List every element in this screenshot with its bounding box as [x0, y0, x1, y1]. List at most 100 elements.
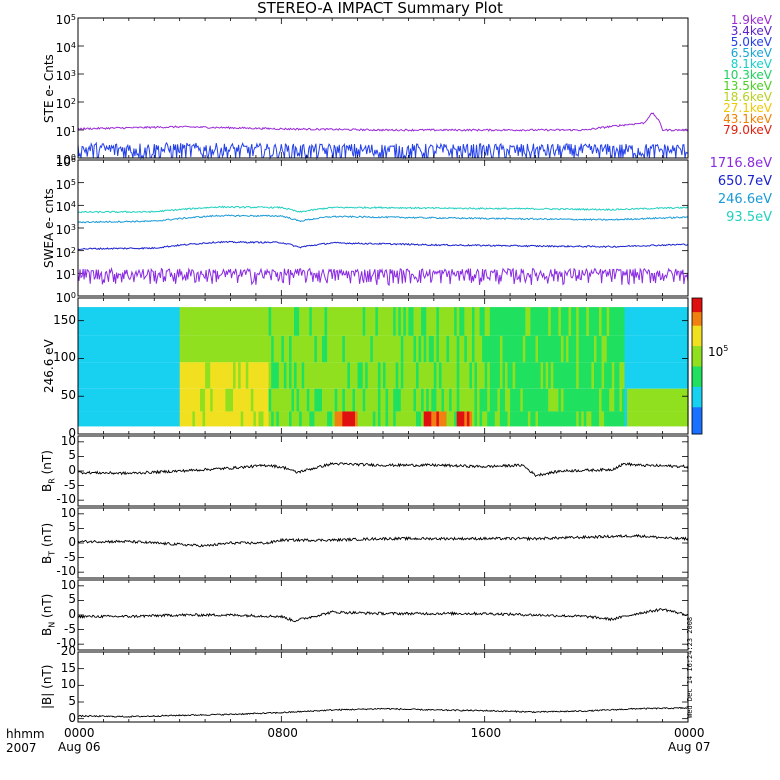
heatmap-cell — [502, 362, 506, 389]
heatmap-cell — [159, 335, 163, 363]
heatmap-cell — [431, 307, 435, 336]
br-ytick-label: -10 — [56, 492, 76, 507]
heatmap-cell — [355, 362, 359, 389]
heatmap-cell — [431, 362, 435, 389]
heatmap-cell — [372, 362, 376, 389]
heatmap-cell — [85, 307, 89, 336]
heatmap-cell — [334, 307, 338, 336]
heatmap-cell — [555, 411, 559, 427]
heatmap-cell — [220, 307, 224, 336]
heatmap-cell — [438, 388, 443, 412]
swea-ytick-label: 105 — [55, 177, 76, 192]
heatmap-cell — [517, 411, 521, 427]
swea-ytick-label: 106 — [55, 155, 76, 169]
heatmap-cell — [78, 362, 82, 389]
bn-trace — [77, 607, 689, 623]
heatmap-cell — [527, 388, 532, 412]
heatmap-cell — [154, 307, 158, 336]
heatmap-cell — [128, 335, 132, 363]
heatmap-cell — [283, 362, 288, 389]
pad-ytick-label: 100 — [53, 350, 76, 365]
heatmap-cell — [339, 335, 343, 363]
heatmap-cell — [522, 335, 526, 363]
heatmap-cell — [614, 411, 618, 427]
x-tick-label-time: 0000 — [64, 726, 95, 740]
heatmap-cell — [444, 307, 448, 336]
heatmap-cell — [400, 388, 404, 412]
heatmap-cell — [383, 362, 387, 389]
heatmap-cell — [352, 411, 356, 427]
heatmap-cell — [172, 362, 176, 389]
heatmap-cell — [591, 411, 595, 427]
br-ytick-label: -5 — [64, 477, 76, 492]
heatmap-cell — [583, 307, 587, 336]
heatmap-cell — [675, 362, 679, 389]
heatmap-cell — [240, 307, 244, 336]
heatmap-cell — [146, 388, 150, 412]
heatmap-cell — [558, 335, 562, 363]
bmag-frame — [77, 651, 689, 723]
colorbar-swatch — [692, 386, 702, 391]
heatmap-cell — [456, 411, 460, 427]
heatmap-cell — [192, 362, 196, 389]
heatmap-cell — [286, 388, 290, 412]
heatmap-cell — [151, 411, 155, 427]
ste-legend-entry: 6.5keV — [730, 46, 772, 60]
heatmap-cell — [685, 307, 689, 336]
heatmap-cell — [515, 411, 519, 427]
heatmap-cell — [156, 388, 160, 412]
heatmap-cell — [372, 388, 376, 412]
heatmap-cell — [179, 388, 183, 412]
heatmap-cell — [123, 362, 127, 389]
colorbar-swatch — [692, 304, 702, 309]
heatmap-cell — [385, 411, 389, 427]
heatmap-cell — [566, 362, 570, 389]
ste-ytick-label: 104 — [55, 41, 76, 55]
heatmap-cell — [222, 411, 227, 427]
heatmap-cell — [357, 362, 361, 389]
heatmap-cell — [586, 362, 590, 389]
heatmap-cell — [299, 388, 303, 412]
heatmap-cell — [327, 362, 331, 389]
heatmap-cell — [553, 362, 557, 389]
heatmap-cell — [497, 335, 501, 363]
heatmap-cell — [202, 307, 206, 336]
bn-ytick-label: -5 — [64, 621, 76, 636]
heatmap-cell — [586, 335, 590, 363]
heatmap-cell — [657, 411, 661, 427]
heatmap-cell — [385, 362, 389, 389]
heatmap-cell — [433, 362, 437, 389]
heatmap-cell — [205, 307, 209, 336]
bn-ytick-label: 0 — [68, 607, 76, 621]
swea-series-line — [77, 266, 689, 287]
heatmap-cell — [624, 411, 628, 427]
ste-legend-entry: 8.1keV — [730, 57, 772, 71]
heatmap-cell — [459, 411, 463, 427]
heatmap-cell — [616, 307, 620, 336]
heatmap-cell — [543, 307, 547, 336]
heatmap-cell — [230, 335, 234, 363]
heatmap-cell — [586, 307, 590, 336]
heatmap-cell — [263, 335, 267, 363]
heatmap-cell — [517, 335, 521, 363]
heatmap-cell — [505, 307, 509, 336]
heatmap-cell — [426, 411, 430, 427]
heatmap-cell — [212, 362, 216, 389]
heatmap-cell — [316, 388, 321, 412]
heatmap-cell — [233, 411, 237, 427]
heatmap-cell — [469, 307, 473, 336]
heatmap-cell — [446, 388, 450, 412]
heatmap-cell — [418, 411, 422, 427]
colorbar-frame — [691, 297, 703, 435]
heatmap-cell — [474, 362, 478, 389]
heatmap-cell — [146, 411, 150, 427]
heatmap-cell — [629, 362, 633, 389]
heatmap-cell — [672, 411, 676, 427]
heatmap-cell — [128, 362, 132, 389]
heatmap-cell — [197, 388, 201, 412]
heatmap-cell — [90, 388, 94, 412]
heatmap-cell — [278, 362, 282, 389]
bmag-ytick-label: 10 — [60, 677, 76, 692]
heatmap-cell — [540, 362, 544, 389]
colorbar-swatch — [692, 393, 702, 398]
